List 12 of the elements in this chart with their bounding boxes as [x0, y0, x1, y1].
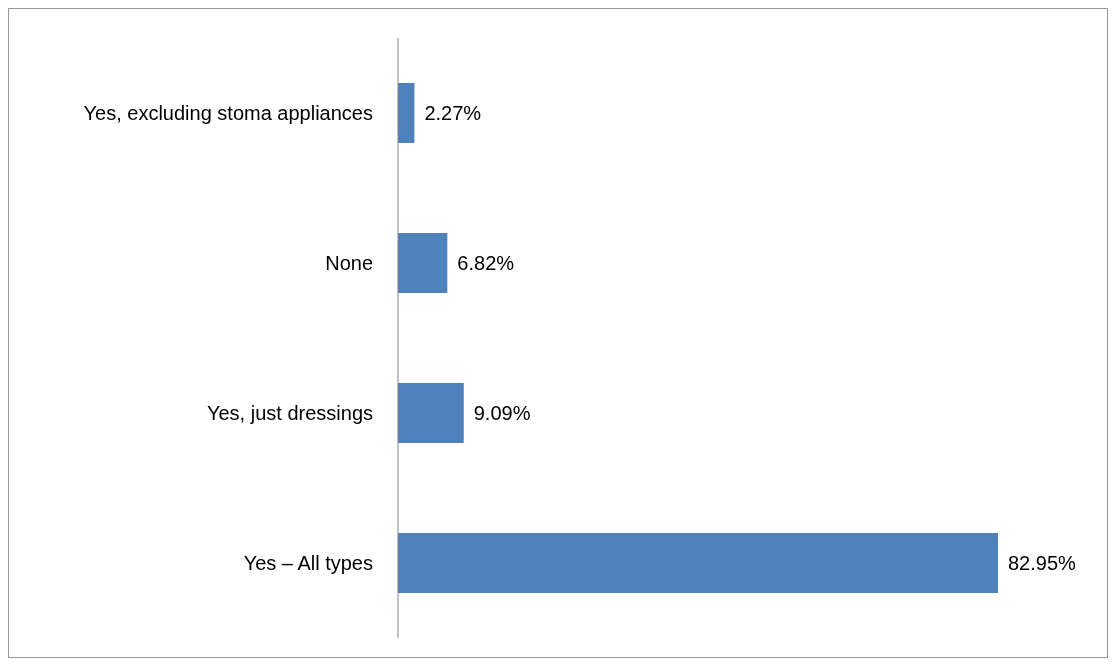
y-tick-label: Yes – All types: [243, 552, 373, 574]
data-label: 2.27%: [424, 102, 482, 124]
bar: [398, 233, 448, 293]
bar: [398, 533, 998, 593]
bar: [398, 83, 415, 143]
y-tick-label: Yes, excluding stoma appliances: [83, 102, 373, 124]
y-tick-label: None: [325, 252, 373, 274]
y-tick-label: Yes, just dressings: [206, 402, 373, 424]
data-label: 6.82%: [457, 252, 515, 274]
bar: [398, 383, 464, 443]
data-label: 9.09%: [473, 402, 531, 424]
data-label: 82.95%: [1008, 552, 1077, 574]
